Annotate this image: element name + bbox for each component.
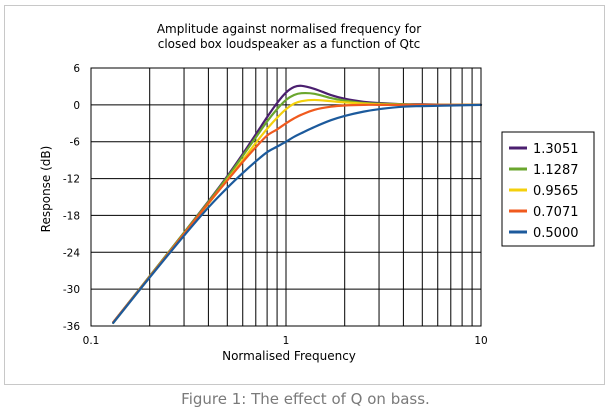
legend-label: 1.3051 — [533, 142, 579, 157]
x-tick-label: 10 — [474, 335, 487, 347]
series-line-3 — [112, 103, 483, 324]
chart-title: Amplitude against normalised frequency f… — [157, 22, 421, 51]
legend-label: 0.9565 — [533, 184, 579, 199]
y-axis-label: Response (dB) — [39, 146, 53, 233]
figure-frame: Amplitude against normalised frequency f… — [4, 5, 605, 385]
y-tick-label: 0 — [73, 100, 80, 112]
chart: Amplitude against normalised frequency f… — [39, 22, 595, 363]
y-tick-label: 6 — [73, 63, 80, 75]
y-tick-label: -18 — [63, 210, 80, 222]
legend-label: 0.5000 — [533, 226, 579, 241]
y-tick-label: -12 — [63, 174, 80, 186]
figure-caption: Figure 1: The effect of Q on bass. — [181, 390, 430, 408]
x-tick-label: 1 — [283, 335, 290, 347]
legend: 1.3051 1.1287 0.9565 0.7071 0.5000 — [501, 131, 595, 247]
chart-title-line: closed box loudspeaker as a function of … — [158, 37, 421, 51]
x-axis-ticks: 0.1 1 10 — [83, 335, 488, 347]
plot-border-rect — [90, 67, 482, 327]
chart-title-line: Amplitude against normalised frequency f… — [157, 22, 421, 36]
legend-label: 1.1287 — [533, 163, 579, 178]
series-line-4 — [112, 103, 483, 325]
y-tick-label: -24 — [63, 247, 80, 259]
y-tick-label: -36 — [63, 321, 80, 333]
x-axis-label: Normalised Frequency — [222, 349, 356, 363]
x-tick-label: 0.1 — [83, 335, 100, 347]
y-axis-ticks: 6 0 -6 -12 -18 -24 -30 -36 — [63, 63, 80, 333]
plot-border — [90, 67, 482, 327]
series-lines — [112, 84, 483, 325]
legend-label: 0.7071 — [533, 205, 579, 220]
y-tick-label: -30 — [63, 284, 80, 296]
y-tick-label: -6 — [70, 137, 81, 149]
